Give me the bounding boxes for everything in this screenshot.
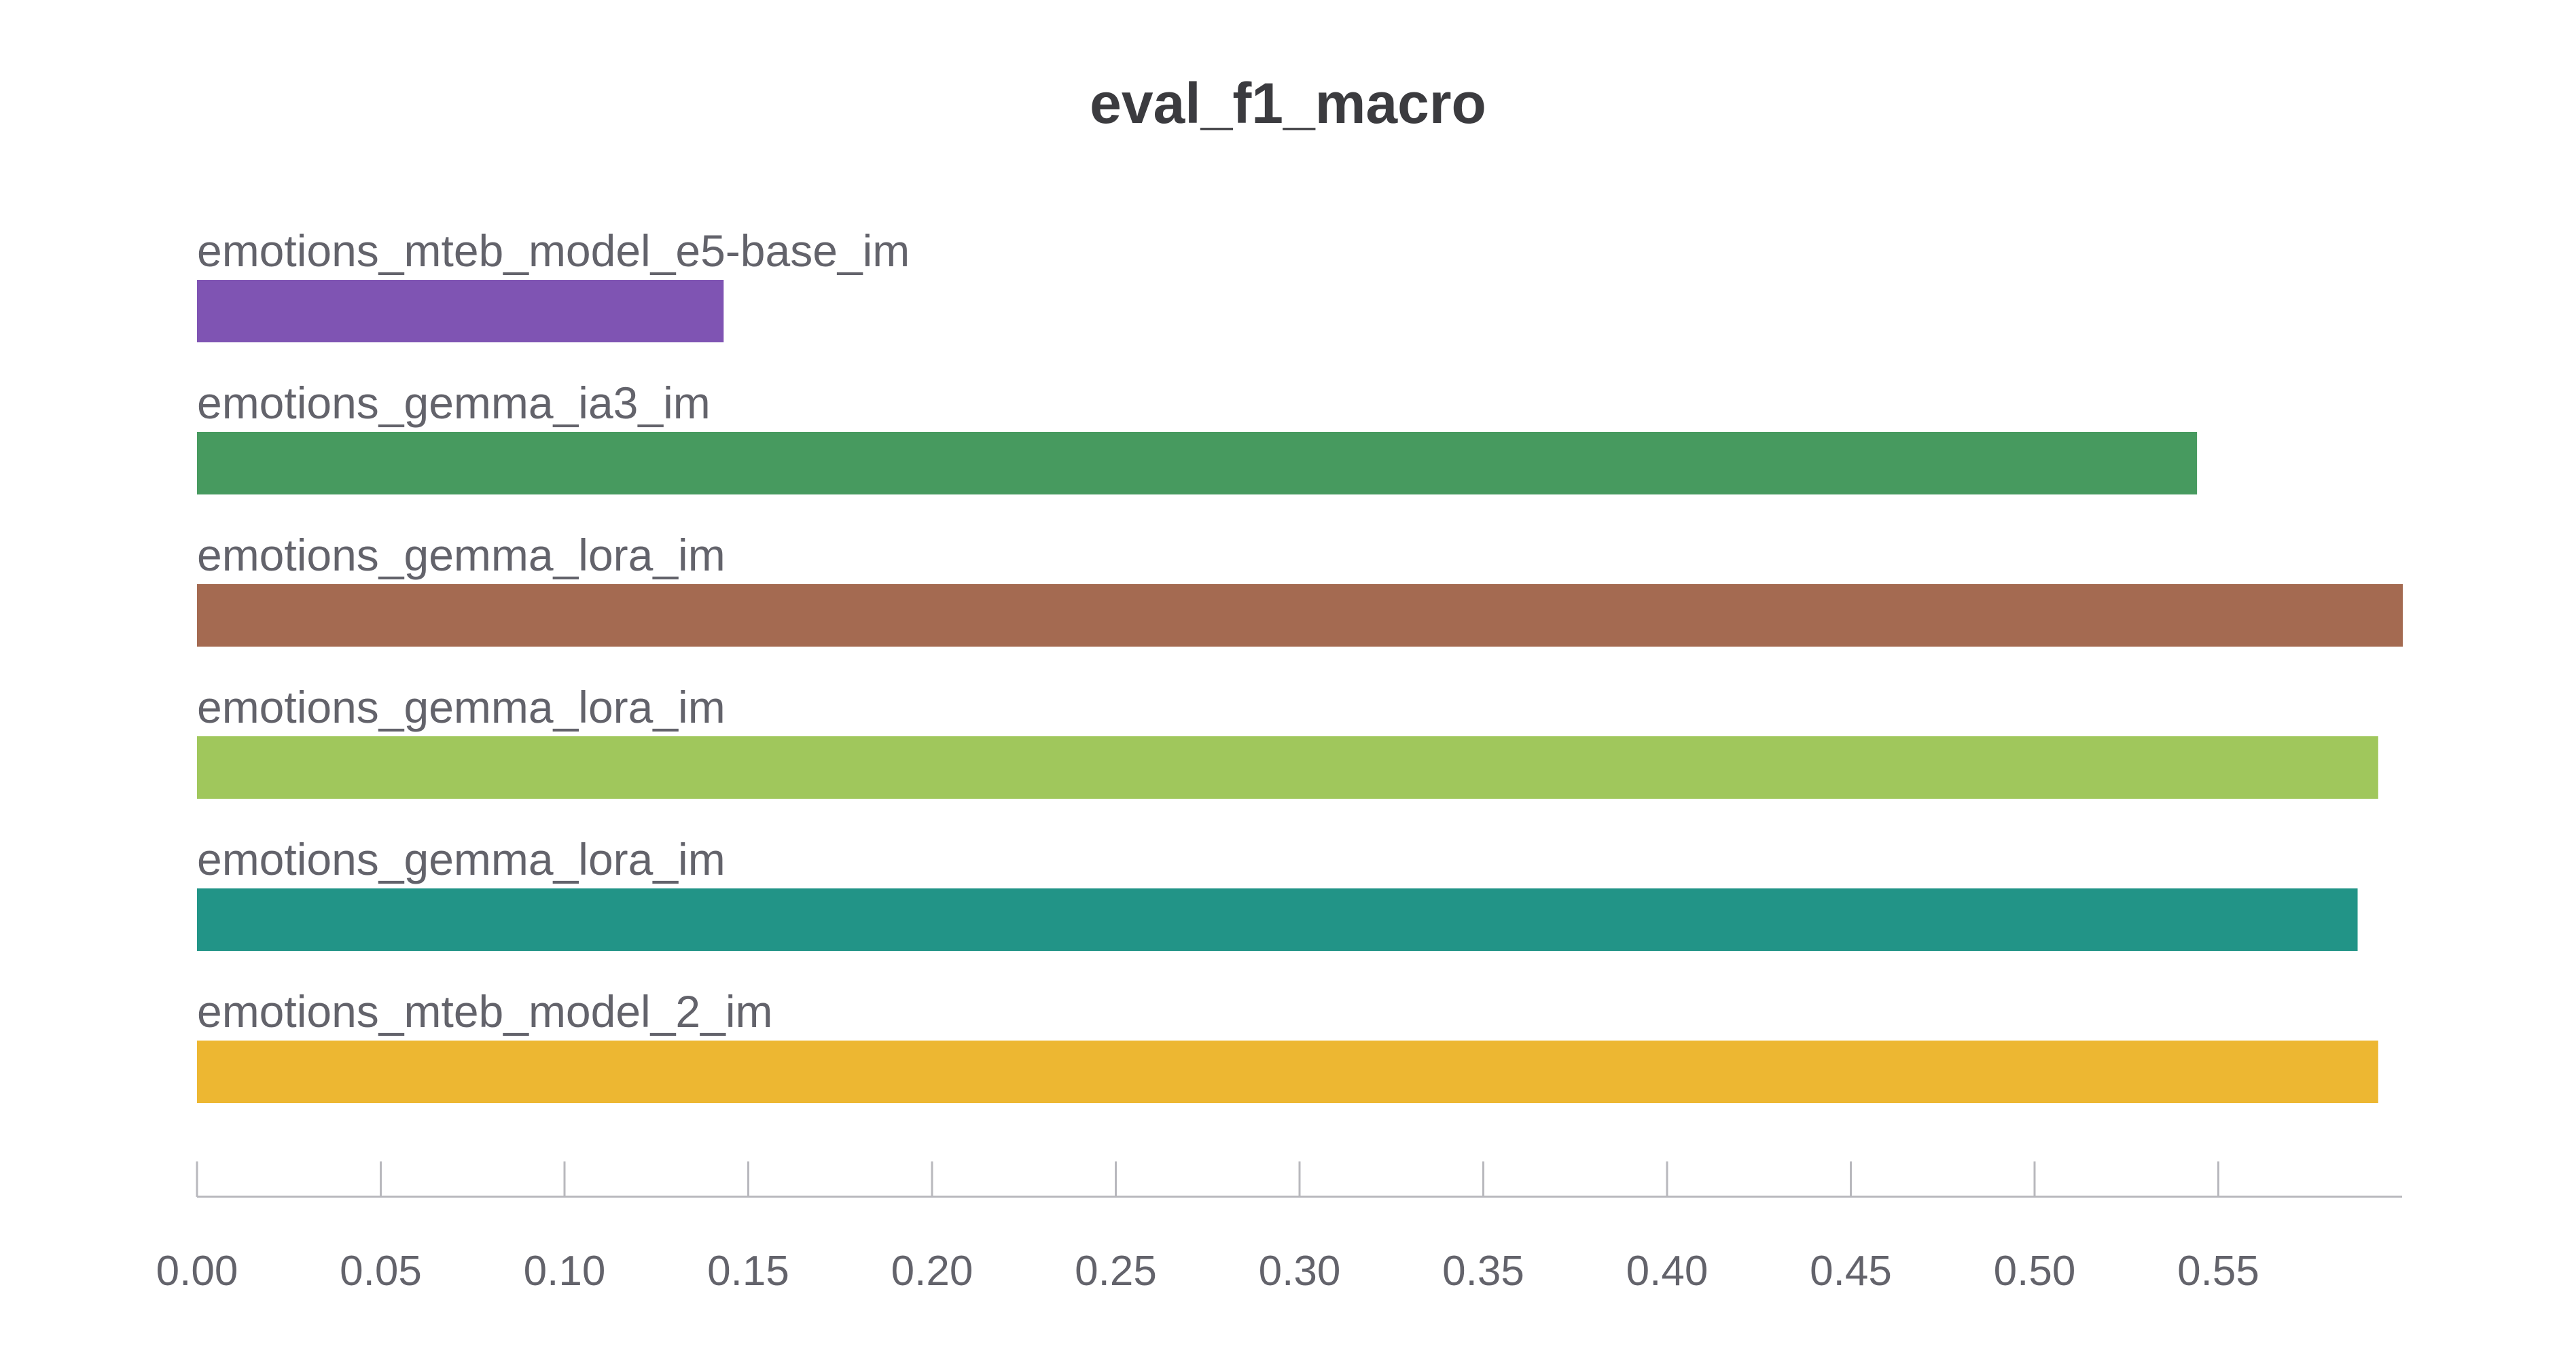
- bar-label: emotions_mteb_model_2_im: [197, 986, 772, 1036]
- bar[interactable]: [197, 888, 2358, 951]
- x-tick-label: 0.35: [1442, 1248, 1524, 1295]
- x-tick-label: 0.45: [1810, 1248, 1892, 1295]
- x-tick-label: 0.30: [1259, 1248, 1341, 1295]
- bar-label: emotions_gemma_lora_im: [197, 834, 726, 884]
- bar[interactable]: [197, 432, 2198, 494]
- x-tick-label: 0.15: [707, 1248, 789, 1295]
- bar-label: emotions_mteb_model_e5-base_im: [197, 226, 910, 276]
- x-tick-label: 0.25: [1075, 1248, 1157, 1295]
- bar[interactable]: [197, 280, 724, 342]
- bar[interactable]: [197, 736, 2378, 799]
- bar-label: emotions_gemma_lora_im: [197, 682, 726, 732]
- x-tick-label: 0.00: [156, 1248, 238, 1295]
- bar-label: emotions_gemma_ia3_im: [197, 378, 711, 428]
- x-tick-label: 0.40: [1626, 1248, 1709, 1295]
- x-tick-label: 0.10: [524, 1248, 606, 1295]
- x-tick-label: 0.50: [1994, 1248, 2076, 1295]
- x-tick-label: 0.20: [891, 1248, 973, 1295]
- x-tick-label: 0.55: [2177, 1248, 2259, 1295]
- bars-group: emotions_mteb_model_e5-base_im emotions_g…: [197, 226, 2403, 1103]
- chart-title: eval_f1_macro: [1090, 71, 1486, 135]
- bar[interactable]: [197, 584, 2403, 647]
- bar-label: emotions_gemma_lora_im: [197, 530, 726, 580]
- x-axis: 0.00 0.05 0.10 0.15 0.20 0.25 0.30 0.35 0.40 0.45…: [156, 1161, 2402, 1295]
- bar[interactable]: [197, 1041, 2378, 1103]
- x-tick-label: 0.05: [340, 1248, 422, 1295]
